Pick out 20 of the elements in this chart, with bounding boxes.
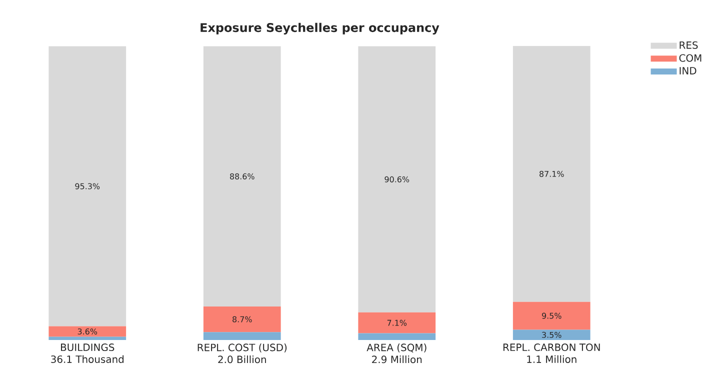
x-tick-label: REPL. COST (USD) 2.0 Billion: [198, 344, 287, 364]
bar: [512, 302, 590, 330]
legend-label: COM: [679, 54, 702, 62]
bar: [358, 46, 436, 312]
bar: [48, 326, 126, 337]
bar: [203, 332, 281, 340]
legend-label: RES: [680, 41, 698, 49]
bar: [358, 312, 436, 334]
x-tick-label: REPL. CARBON TON 1.1 Million: [503, 344, 600, 364]
bar: [512, 46, 590, 302]
bar: [203, 306, 281, 332]
x-tick-label: AREA (SQM) 2.9 Million: [366, 344, 426, 364]
bar: [203, 46, 281, 307]
bar: [48, 336, 126, 340]
x-tick-label: BUILDINGS 36.1 Thousand: [51, 344, 124, 364]
bar: [358, 333, 436, 340]
bar: [512, 330, 590, 340]
chart-title: Exposure Seychelles per occupancy: [200, 22, 440, 34]
legend-label: IND: [680, 67, 696, 74]
bar: [48, 46, 126, 326]
